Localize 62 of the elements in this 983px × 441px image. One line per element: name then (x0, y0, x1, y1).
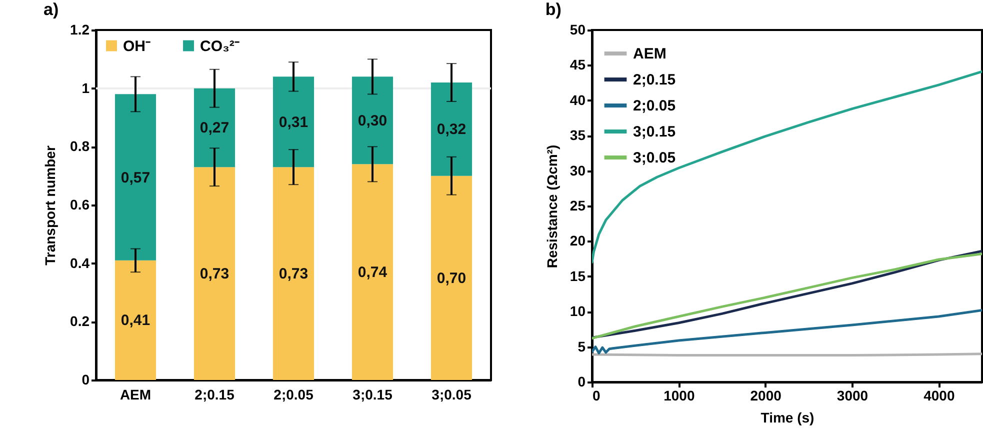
chart-title: a) (44, 0, 59, 19)
bar (194, 88, 236, 168)
data-label: 0,57 (120, 169, 150, 186)
legend-label: 2;0.15 (633, 72, 676, 88)
x-tick-label: 3;0.15 (352, 386, 393, 402)
legend-label: 2;0.05 (633, 98, 676, 114)
y-tick-label: 0 (578, 374, 586, 390)
x-tick-label: 0 (592, 388, 600, 404)
bar (352, 164, 394, 380)
bar (114, 94, 156, 260)
bar (352, 76, 394, 164)
data-label: 0,74 (358, 264, 388, 282)
bar (272, 76, 314, 168)
y-tick-label: 15 (570, 268, 586, 284)
bar (430, 176, 472, 380)
data-label: 0,41 (120, 312, 150, 330)
y-tick-label: 45 (570, 56, 586, 73)
y-tick-label: 0.4 (70, 254, 90, 271)
line-series (592, 308, 982, 354)
y-tick-label: 20 (570, 232, 586, 249)
y-tick-label: 25 (570, 198, 586, 214)
bar (114, 260, 156, 380)
y-tick-label: 0.6 (70, 196, 90, 212)
x-tick-label: 2;0.05 (274, 386, 314, 402)
legend-label: 3;0.15 (633, 124, 676, 140)
x-tick-label: 1000 (664, 388, 695, 404)
x-tick-label: 2000 (750, 388, 782, 404)
data-label: 0,27 (200, 120, 230, 137)
y-tick-label: 0.2 (70, 313, 90, 330)
y-tick-label: 50 (570, 22, 586, 38)
y-tick-label: 30 (570, 162, 586, 178)
data-label: 0,32 (436, 121, 466, 138)
y-tick-label: 1 (82, 80, 90, 96)
data-label: 0,70 (436, 270, 466, 287)
y-tick-label: 35 (570, 127, 586, 144)
data-label: 0,31 (278, 114, 308, 131)
x-tick-label: 3;0.05 (432, 386, 472, 402)
data-label: 0,30 (358, 112, 388, 130)
line-series (592, 70, 982, 264)
legend-label: AEM (633, 46, 666, 62)
x-tick-label: 3000 (836, 388, 868, 404)
data-label: 0,73 (200, 266, 230, 283)
y-axis-title: Resistance (Ωcm²) (544, 144, 560, 268)
bar (194, 167, 236, 380)
legend-label: 3;0.05 (633, 150, 676, 166)
x-tick-label: 4000 (924, 388, 955, 404)
chart-title: b) (545, 0, 562, 19)
x-axis-title: Time (s) (760, 410, 814, 426)
y-tick-label: 1.2 (70, 22, 90, 38)
y-axis-title: Transport number (42, 145, 58, 266)
y-tick-label: 40 (570, 92, 586, 108)
bar (272, 167, 314, 380)
y-tick-label: 10 (570, 303, 586, 320)
y-tick-label: 0 (82, 372, 90, 388)
bar (430, 82, 472, 176)
y-tick-label: 0.8 (70, 138, 90, 154)
data-label: 0,73 (278, 266, 308, 283)
x-tick-label: 2;0.15 (194, 386, 235, 402)
y-tick-label: 5 (578, 338, 586, 354)
legend-label: CO₃²⁻ (200, 38, 240, 55)
x-tick-label: AEM (120, 386, 152, 402)
legend-label: OH⁻ (123, 38, 150, 55)
